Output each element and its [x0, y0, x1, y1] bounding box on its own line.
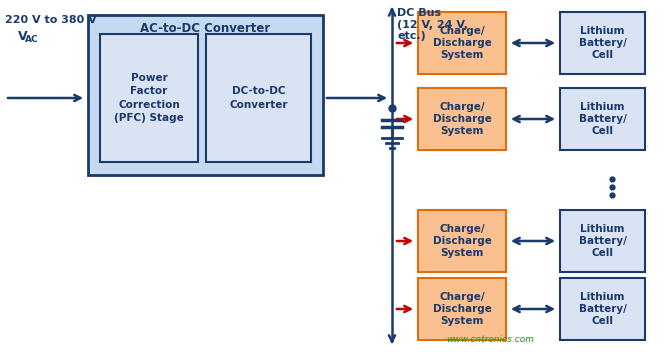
Text: Charge/
Discharge
System: Charge/ Discharge System: [433, 291, 491, 326]
Text: Lithium
Battery/
Cell: Lithium Battery/ Cell: [579, 224, 626, 258]
Text: Charge/
Discharge
System: Charge/ Discharge System: [433, 102, 491, 136]
Text: Charge/
Discharge
System: Charge/ Discharge System: [433, 224, 491, 258]
Bar: [418, 12, 506, 74]
Bar: [560, 278, 645, 340]
Bar: [100, 34, 198, 162]
Text: AC: AC: [25, 36, 39, 44]
Text: Lithium
Battery/
Cell: Lithium Battery/ Cell: [579, 102, 626, 136]
Text: Power
Factor
Correction
(PFC) Stage: Power Factor Correction (PFC) Stage: [114, 73, 184, 123]
Bar: [418, 278, 506, 340]
Text: Lithium
Battery/
Cell: Lithium Battery/ Cell: [579, 26, 626, 61]
Text: DC Bus
(12 V, 24 V,
etc.): DC Bus (12 V, 24 V, etc.): [397, 8, 468, 41]
Bar: [560, 210, 645, 272]
Text: AC-to-DC Converter: AC-to-DC Converter: [141, 21, 271, 34]
Text: Lithium
Battery/
Cell: Lithium Battery/ Cell: [579, 291, 626, 326]
Bar: [418, 210, 506, 272]
Text: DC-to-DC
Converter: DC-to-DC Converter: [229, 86, 287, 109]
Bar: [206, 34, 311, 162]
Bar: [560, 88, 645, 150]
Bar: [418, 88, 506, 150]
Text: 220 V to 380 V: 220 V to 380 V: [5, 15, 96, 25]
Text: Charge/
Discharge
System: Charge/ Discharge System: [433, 26, 491, 61]
Text: www.cntronics.com: www.cntronics.com: [446, 335, 534, 344]
Text: V: V: [18, 30, 27, 43]
Bar: [88, 15, 323, 175]
Bar: [560, 12, 645, 74]
